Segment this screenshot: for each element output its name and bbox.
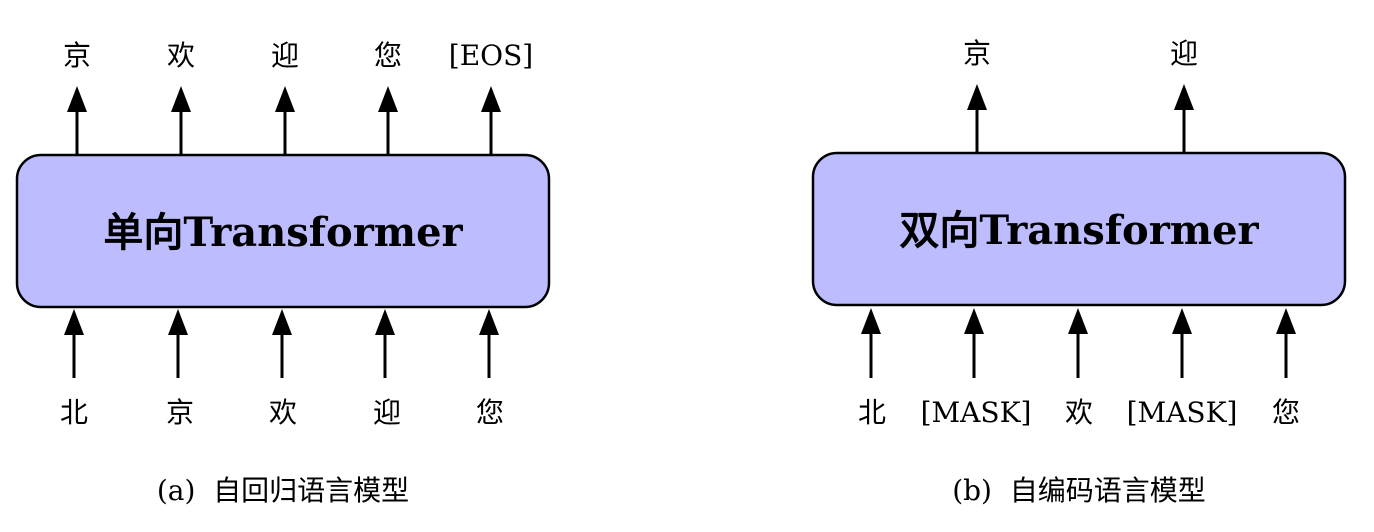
output-token: 您 [374, 39, 402, 72]
input-token: 迎 [373, 396, 401, 429]
output-token: [EOS] [449, 39, 533, 72]
input-arrow [1172, 308, 1192, 378]
input-token: 京 [166, 396, 194, 429]
input-arrow [272, 309, 292, 378]
output-arrow [171, 86, 191, 155]
output-token: 京 [963, 37, 991, 70]
output-arrow [378, 86, 398, 155]
input-arrow [479, 309, 499, 378]
input-token: [MASK] [1127, 396, 1238, 429]
input-arrow [861, 308, 881, 378]
panel-autoregressive: 单向Transformer 京 欢 迎 您 [EOS] 北 京 欢 迎 您 (a… [15, 39, 551, 507]
unidirectional-transformer-box [15, 153, 551, 309]
input-arrow [64, 309, 84, 378]
input-arrow [964, 308, 984, 378]
bidirectional-transformer-box [811, 151, 1347, 307]
output-arrow [481, 86, 501, 155]
input-arrow [1276, 308, 1296, 378]
unidirectional-transformer-label: 单向Transformer [103, 209, 463, 256]
output-arrow [275, 86, 295, 155]
output-arrow [1174, 84, 1194, 153]
input-token: 欢 [269, 396, 297, 429]
output-arrow [67, 86, 87, 155]
output-token: 迎 [1170, 37, 1198, 70]
input-token: 欢 [1065, 396, 1093, 429]
input-token: 北 [60, 396, 88, 429]
output-token: 迎 [271, 39, 299, 72]
caption-a: (a) 自回归语言模型 [157, 474, 409, 507]
input-arrow [375, 309, 395, 378]
input-token: [MASK] [921, 396, 1032, 429]
panel-autoencoding: 双向Transformer 京 迎 北 [MASK] 欢 [MASK] 您 (b… [811, 37, 1347, 507]
caption-b: (b) 自编码语言模型 [952, 474, 1206, 507]
input-token: 您 [476, 396, 504, 429]
input-arrow [1068, 308, 1088, 378]
output-token: 欢 [167, 39, 195, 72]
output-arrow [967, 84, 987, 153]
bidirectional-transformer-label: 双向Transformer [899, 207, 1259, 254]
input-token: 您 [1272, 396, 1300, 429]
input-token: 北 [858, 396, 886, 429]
output-token: 京 [63, 39, 91, 72]
input-arrow [168, 309, 188, 378]
